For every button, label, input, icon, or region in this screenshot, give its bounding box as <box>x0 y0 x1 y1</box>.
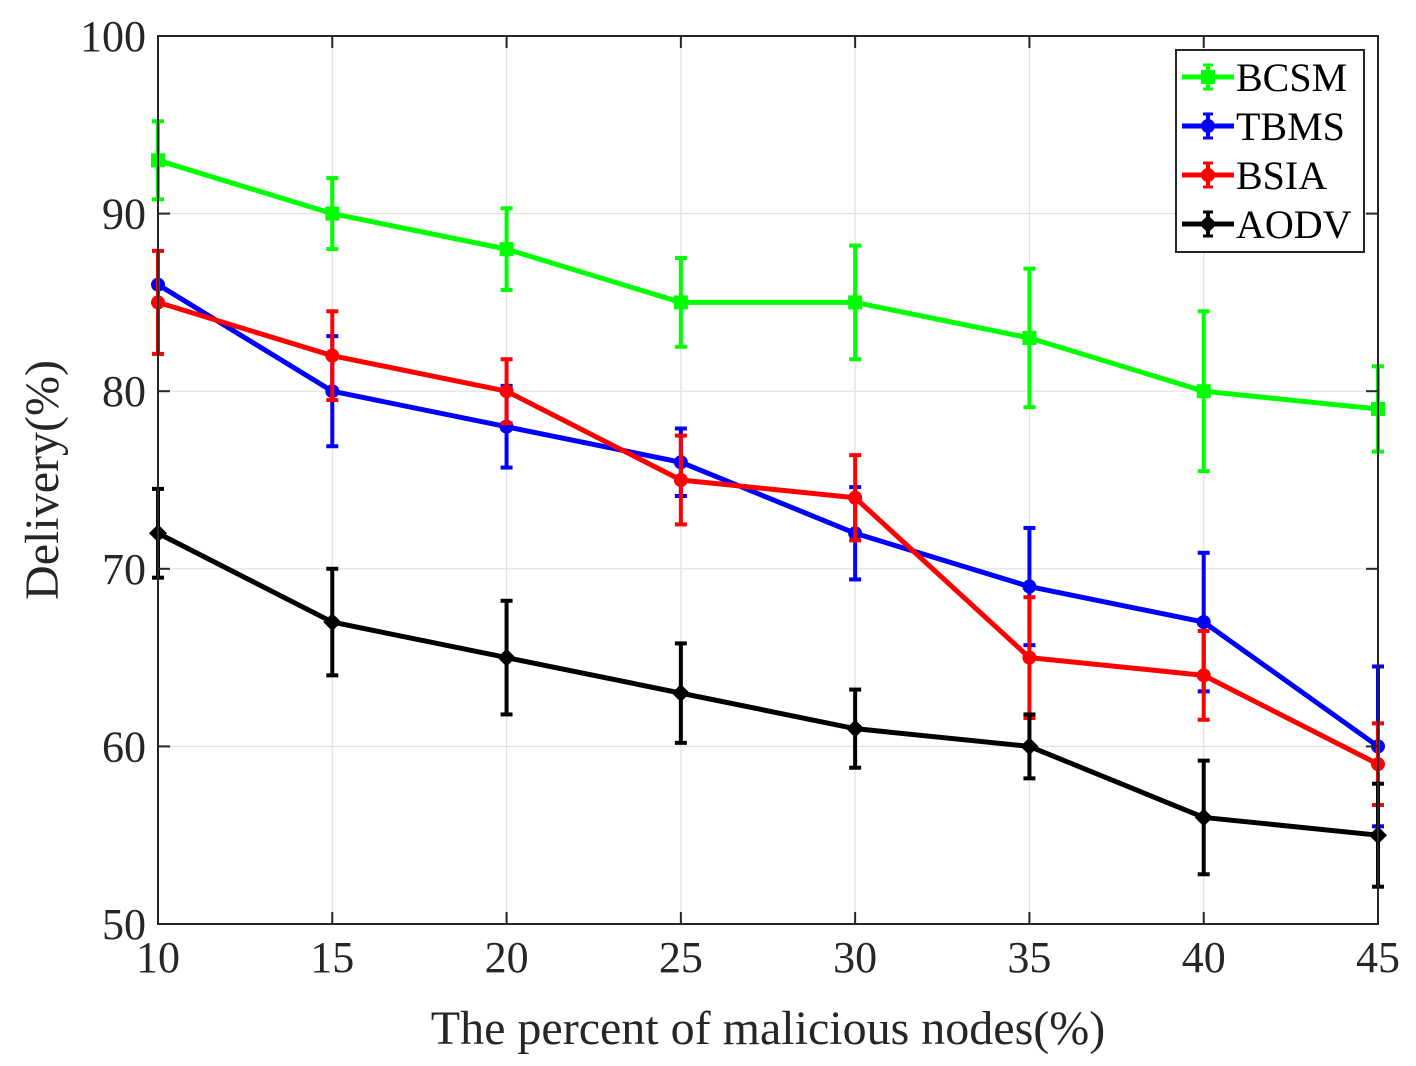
y-tick-label: 60 <box>102 722 146 771</box>
data-point <box>325 206 340 221</box>
y-tick-label: 100 <box>80 12 146 61</box>
y-axis-title: Delivery(%) <box>16 360 69 600</box>
legend-item-aodv: AODV <box>1182 202 1352 247</box>
data-point <box>848 295 863 310</box>
axes-box <box>157 35 1379 925</box>
legend-label: BCSM <box>1236 55 1347 100</box>
series-bcsm <box>151 119 1385 474</box>
axis-ticks: 10 15 20 25 30 35 40 45 50 60 70 80 90 100 <box>80 12 1400 982</box>
x-tick-label: 45 <box>1356 933 1400 982</box>
series-line-aodv <box>156 531 1379 838</box>
data-point <box>1196 615 1211 630</box>
y-tick-label: 80 <box>102 367 146 416</box>
data-point <box>1022 579 1037 594</box>
data-point <box>1022 330 1037 345</box>
y-tick-label: 70 <box>102 545 146 594</box>
data-point <box>671 684 690 703</box>
legend-item-tbms: TBMS <box>1182 104 1345 149</box>
x-tick-label: 35 <box>1007 933 1051 982</box>
legend-marker <box>1201 70 1215 84</box>
x-axis-title: The percent of malicious nodes(%) <box>431 1002 1105 1055</box>
data-point <box>846 719 865 738</box>
legend-item-bsia: BSIA <box>1182 153 1327 198</box>
data-point <box>1022 650 1037 665</box>
series-line-bsia <box>157 300 1380 767</box>
legend-item-bcsm: BCSM <box>1182 55 1347 100</box>
data-point <box>323 613 342 632</box>
legend-label: TBMS <box>1236 104 1345 149</box>
data-point <box>499 242 514 257</box>
x-tick-label: 20 <box>485 933 529 982</box>
x-tick-label: 15 <box>310 933 354 982</box>
series-aodv <box>149 486 1387 889</box>
legend-marker <box>1199 215 1217 233</box>
legend-label: AODV <box>1236 202 1352 247</box>
data-point <box>497 648 516 667</box>
x-tick-label: 40 <box>1182 933 1226 982</box>
data-point <box>1020 737 1039 756</box>
legend-marker <box>1201 119 1215 133</box>
x-tick-label: 10 <box>136 933 180 982</box>
data-point <box>1194 808 1213 827</box>
legend-label: BSIA <box>1236 153 1327 198</box>
y-tick-label: 50 <box>102 900 146 949</box>
x-tick-label: 30 <box>833 933 877 982</box>
x-tick-label: 25 <box>659 933 703 982</box>
data-point <box>1196 668 1211 683</box>
y-tick-label: 90 <box>102 190 146 239</box>
data-point <box>499 384 514 399</box>
data-point <box>673 473 688 487</box>
data-point <box>1196 384 1211 399</box>
series-bsia <box>151 248 1385 808</box>
series-line-tbms <box>156 282 1380 749</box>
data-point <box>325 348 340 363</box>
legend-marker <box>1201 168 1215 182</box>
data-point <box>673 295 688 310</box>
series-line-bcsm <box>157 157 1379 412</box>
data-point <box>848 490 863 505</box>
